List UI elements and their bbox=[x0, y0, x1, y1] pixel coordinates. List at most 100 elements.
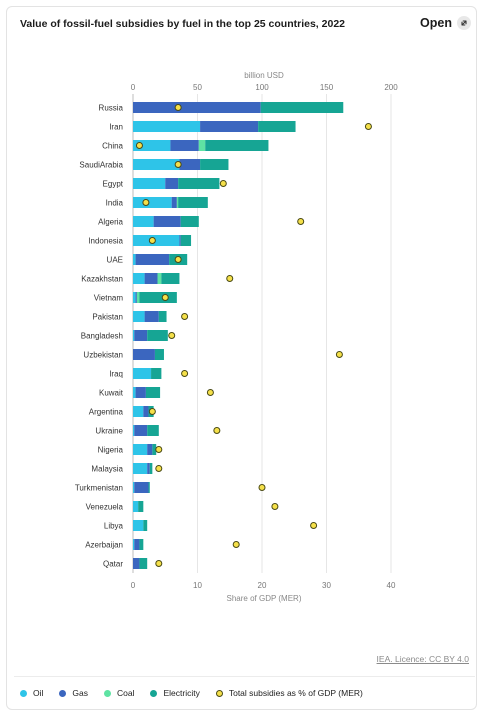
bar-segment-oil bbox=[133, 330, 135, 341]
bottom-tick-label: 0 bbox=[131, 581, 136, 590]
bar-segment-oil bbox=[133, 425, 135, 436]
bar-segment-oil bbox=[133, 539, 135, 550]
legend-item-gas[interactable]: Gas bbox=[59, 688, 88, 698]
gdp-share-marker bbox=[174, 104, 182, 111]
bar-segment-electricity bbox=[154, 349, 164, 360]
bar-segment-electricity bbox=[200, 159, 229, 170]
legend-divider bbox=[14, 676, 475, 677]
gdp-share-marker bbox=[161, 294, 169, 301]
gdp-share-marker bbox=[142, 199, 150, 206]
gdp-share-marker bbox=[297, 218, 305, 225]
gdp-share-marker bbox=[271, 503, 279, 510]
gdp-share-marker bbox=[226, 275, 234, 282]
bar-segment-electricity bbox=[180, 216, 199, 227]
category-label: China bbox=[102, 142, 123, 151]
bar-segment-gas bbox=[134, 539, 140, 550]
bar-segment-oil bbox=[133, 520, 144, 531]
chart-title: Value of fossil-fuel subsidies by fuel i… bbox=[20, 18, 345, 30]
category-label: Venezuela bbox=[86, 503, 124, 512]
bar-segment-electricity bbox=[180, 235, 192, 246]
bar-segment-oil bbox=[133, 216, 154, 227]
bar-segment-gas bbox=[179, 235, 181, 246]
legend-item-electricity[interactable]: Electricity bbox=[150, 688, 200, 698]
category-label: Algeria bbox=[98, 218, 123, 227]
top-tick-label: 100 bbox=[255, 83, 269, 92]
gdp-share-marker bbox=[181, 370, 189, 377]
bar-segment-oil bbox=[133, 235, 180, 246]
plot-group: 0 50 100 150 200 0 10 20 30 40 Russia Iran China Saud… bbox=[75, 83, 398, 590]
bar-segment-coal bbox=[176, 197, 179, 208]
gdp-share-marker bbox=[174, 161, 182, 168]
category-label: Qatar bbox=[103, 560, 123, 569]
category-label: Turkmenistan bbox=[75, 484, 123, 493]
bar-segment-electricity bbox=[161, 273, 180, 284]
bar-segment-electricity bbox=[178, 197, 208, 208]
category-label: Kuwait bbox=[99, 389, 124, 398]
open-button[interactable]: Open bbox=[420, 16, 471, 30]
bar-segment-oil bbox=[133, 121, 201, 132]
bar-segment-oil bbox=[133, 254, 136, 265]
legend-label-electricity: Electricity bbox=[163, 688, 200, 698]
bar-segment-gas bbox=[135, 292, 137, 303]
category-label: Uzbekistan bbox=[83, 351, 123, 360]
chart-area: billion USD Share of GDP (MER) 0 50 100 150… bbox=[75, 71, 398, 603]
bar-segment-oil bbox=[133, 501, 139, 512]
gdp-share-marker bbox=[335, 351, 343, 358]
category-label: Nigeria bbox=[98, 446, 124, 455]
category-label: Russia bbox=[99, 104, 124, 113]
bar-segment-gas bbox=[134, 482, 149, 493]
legend-item-oil[interactable]: Oil bbox=[20, 688, 43, 698]
bar-segment-oil bbox=[133, 159, 180, 170]
bar-segment-oil bbox=[133, 406, 144, 417]
bottom-tick-label: 30 bbox=[322, 581, 331, 590]
licence-link[interactable]: IEA. Licence: CC BY 4.0 bbox=[376, 654, 469, 664]
category-label: Kazakhstan bbox=[81, 275, 123, 284]
category-label: Indonesia bbox=[88, 237, 123, 246]
bar-segment-electricity bbox=[138, 501, 144, 512]
bar-segment-gas bbox=[144, 273, 158, 284]
top-tick-label: 200 bbox=[384, 83, 398, 92]
gdp-share-marker bbox=[148, 237, 156, 244]
bar-segment-oil bbox=[133, 273, 145, 284]
gdp-share-marker bbox=[181, 313, 189, 320]
legend-swatch-oil bbox=[20, 689, 27, 697]
bar-segment-gas bbox=[165, 178, 179, 189]
bar-segment-gas bbox=[179, 159, 201, 170]
category-label: Bangladesh bbox=[81, 332, 123, 341]
gdp-share-marker bbox=[258, 484, 266, 491]
gdp-share-marker bbox=[155, 560, 163, 567]
bottom-tick-label: 10 bbox=[193, 581, 202, 590]
bar-segment-oil bbox=[133, 463, 148, 474]
bar-segment-gas bbox=[134, 330, 148, 341]
top-axis-label: billion USD bbox=[244, 71, 284, 80]
gdp-share-marker bbox=[135, 142, 143, 149]
bar-segment-gas bbox=[170, 140, 199, 151]
bar-segment-electricity bbox=[139, 539, 144, 550]
bar-segment-electricity bbox=[143, 520, 148, 531]
bar-segment-gas bbox=[135, 387, 146, 398]
legend-item-coal[interactable]: Coal bbox=[103, 688, 135, 698]
bar-segment-electricity bbox=[139, 292, 177, 303]
bar-segment-coal bbox=[198, 140, 206, 151]
top-tick-label: 0 bbox=[131, 83, 136, 92]
legend-item-share-of-gdp[interactable]: Total subsidies as % of GDP (MER) bbox=[215, 688, 363, 698]
legend-swatch-gas bbox=[59, 689, 67, 697]
bar-segment-electricity bbox=[258, 121, 296, 132]
bar-segment-gas bbox=[144, 311, 159, 322]
category-label: Ukraine bbox=[95, 427, 123, 436]
bar-segment-oil bbox=[133, 311, 145, 322]
bar-segment-oil bbox=[133, 292, 136, 303]
category-label: Vietnam bbox=[94, 294, 124, 303]
legend-label-coal: Coal bbox=[116, 688, 135, 698]
gdp-share-marker bbox=[206, 389, 214, 396]
expand-arrow-icon bbox=[457, 16, 471, 30]
category-label: Iran bbox=[109, 123, 123, 132]
legend-label-oil: Oil bbox=[33, 688, 44, 698]
category-label: Pakistan bbox=[92, 313, 123, 322]
bar-segment-electricity bbox=[260, 102, 344, 113]
bar-segment-electricity bbox=[147, 425, 159, 436]
bar-segment-electricity bbox=[139, 558, 148, 569]
gdp-share-marker bbox=[213, 427, 221, 434]
legend: Oil Gas Coal Electricity Total subsidies… bbox=[20, 688, 379, 698]
bar-segment-oil bbox=[133, 444, 148, 455]
